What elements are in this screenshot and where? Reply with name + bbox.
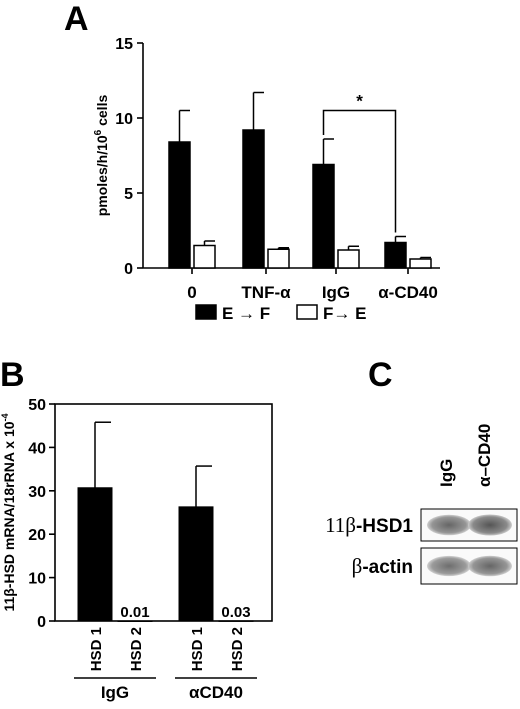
y-axis-label-sup: 6 <box>93 129 104 135</box>
legend-label: E → F <box>222 304 270 323</box>
blot-row-label-suffix: -HSD1 <box>356 516 413 537</box>
bar <box>218 620 254 622</box>
y-axis-label: pmoles/h/106 cells <box>93 95 110 217</box>
significance-bracket <box>322 109 397 233</box>
blot-row-label: 11β-HSD1 <box>325 513 413 537</box>
legend-label: F→ E <box>323 304 366 323</box>
y-tick-label: 5 <box>124 186 133 203</box>
blot-band <box>427 555 471 577</box>
x-tick-label: IgG <box>322 283 350 302</box>
bar <box>168 141 191 269</box>
bar-label: HSD 1 <box>189 627 206 671</box>
blot-row-label: β-actin <box>352 554 413 578</box>
bar-label: HSD 2 <box>128 627 145 671</box>
blot-row-label-prefix: β <box>352 554 363 578</box>
bar-label: HSD 2 <box>229 627 246 671</box>
bar <box>193 244 216 269</box>
y-tick-label: 10 <box>115 111 133 128</box>
bar <box>337 249 360 269</box>
bar-label: HSD 1 <box>88 627 105 671</box>
y-tick-label: 30 <box>28 484 46 501</box>
panel-c-letter: C <box>368 356 393 394</box>
bar <box>242 129 265 269</box>
bar-value-label: 0.03 <box>221 604 250 621</box>
plot-frame <box>54 403 273 622</box>
panel-a-chart: A 0 5 10 15 pmoles/h/106 cells 0 TNF-α IgG α-CD40… <box>64 0 440 323</box>
panel-c-blot: C IgG α–CD40 11β-HSD1 β-actin <box>325 356 518 585</box>
y-tick-label: 15 <box>115 36 133 53</box>
legend-swatch <box>195 304 217 320</box>
bar <box>267 248 290 269</box>
group-label: αCD40 <box>189 683 243 702</box>
y-axis-label: 11β-HSD mRNA/18rRNA x 10-4 <box>0 413 17 611</box>
panel-b-letter: B <box>0 356 25 394</box>
y-tick-label: 40 <box>28 440 46 457</box>
bar-value-label: 0.01 <box>120 604 149 621</box>
y-tick-label: 0 <box>124 261 133 278</box>
significance-marker: * <box>356 92 363 111</box>
panel-a-letter: A <box>64 0 89 38</box>
legend-swatch <box>296 304 318 320</box>
y-tick-label: 20 <box>28 527 46 544</box>
y-axis-label-sup: -4 <box>0 413 10 421</box>
blot-band <box>468 555 512 577</box>
lane-label: α–CD40 <box>475 424 494 487</box>
blot-band <box>468 514 512 536</box>
x-tick-label: TNF-α <box>241 283 291 302</box>
group-label: IgG <box>101 683 129 702</box>
blot-band <box>427 514 471 536</box>
blot-row-label-prefix: 11β <box>325 513 356 537</box>
y-axis-label-base: 11β-HSD mRNA/18rRNA x 10 <box>1 421 17 611</box>
x-tick-label: 0 <box>187 283 196 302</box>
y-tick-label: 0 <box>37 614 46 631</box>
bar <box>384 241 407 269</box>
bar <box>117 620 153 622</box>
bar <box>409 258 432 269</box>
bar <box>312 163 335 269</box>
y-axis-label-tail: cells <box>94 95 110 130</box>
panel-b-chart: B 0 10 20 30 40 50 11β-HSD mRNA/18rRNA x 10-4 HS… <box>0 356 273 702</box>
x-tick-label: α-CD40 <box>378 283 438 302</box>
y-tick-label: 10 <box>28 571 46 588</box>
y-axis-label-base: pmoles/h/10 <box>94 135 110 216</box>
bar <box>178 506 214 622</box>
lane-label: IgG <box>437 459 456 487</box>
blot-row-label-suffix: -actin <box>362 557 413 578</box>
bar <box>77 487 113 622</box>
y-tick-label: 50 <box>28 397 46 414</box>
